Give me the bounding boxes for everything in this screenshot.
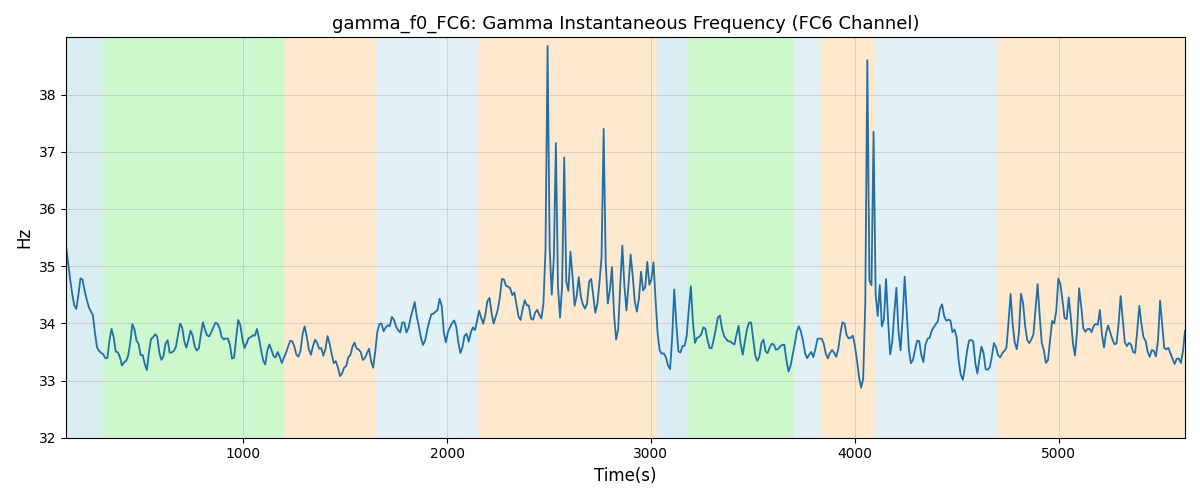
Bar	[658, 38, 688, 438]
X-axis label: Time(s): Time(s)	[594, 467, 656, 485]
Y-axis label: Hz: Hz	[16, 227, 34, 248]
Bar	[376, 38, 478, 438]
Title: gamma_f0_FC6: Gamma Instantaneous Frequency (FC6 Channel): gamma_f0_FC6: Gamma Instantaneous Freque…	[331, 15, 919, 34]
Bar	[102, 38, 284, 438]
Bar	[875, 38, 997, 438]
Bar	[793, 38, 820, 438]
Bar	[284, 38, 376, 438]
Bar	[66, 38, 102, 438]
Bar	[478, 38, 658, 438]
Bar	[688, 38, 793, 438]
Bar	[820, 38, 875, 438]
Bar	[997, 38, 1184, 438]
